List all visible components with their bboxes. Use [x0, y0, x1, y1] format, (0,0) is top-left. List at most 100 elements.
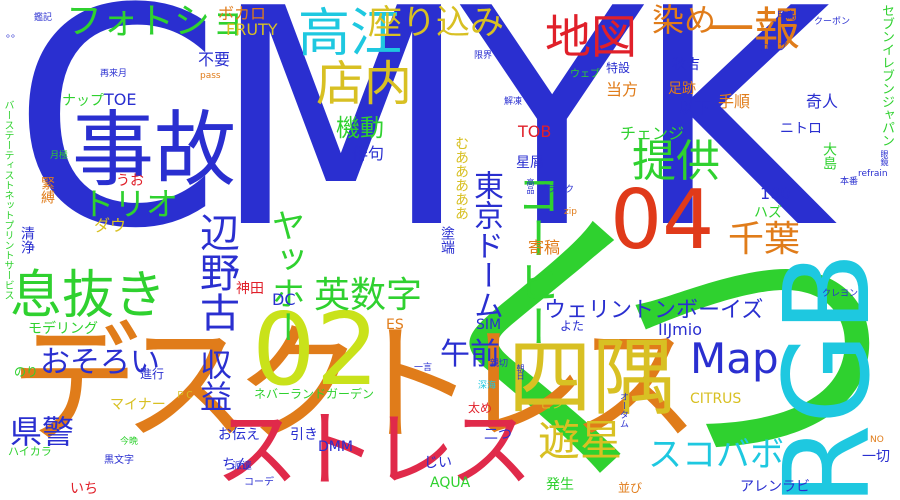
word-neverland: ネバーランドガーデン	[254, 387, 375, 401]
word-kanki: 鑑記	[34, 13, 53, 23]
word-hazu: ハズ	[754, 205, 782, 221]
word-kanraku: 高品	[526, 178, 535, 194]
word-trio: トリオ	[82, 185, 179, 223]
word-toe: TOE	[104, 90, 137, 109]
word-futatsu: 二つ	[484, 427, 512, 443]
word-kaitou: 解凍	[504, 97, 523, 107]
word-sutoresu: ストレス	[215, 401, 533, 499]
word-ichigen: 一言	[414, 363, 433, 373]
word-bin: ビン	[540, 397, 565, 411]
word-tennai: 店内	[316, 56, 413, 112]
word-akiyoshi: 秋吉	[672, 57, 700, 73]
word-tsu: つ	[615, 192, 895, 500]
word-fotosyo: フォトショ	[66, 1, 247, 42]
word-issai: 一切	[862, 449, 890, 465]
word-sukobabo: スコバボ	[648, 435, 784, 475]
word-tegaki: 手順	[718, 92, 751, 111]
word-chiba: 千葉	[728, 219, 801, 260]
word-ichi: いち	[70, 481, 98, 497]
word-saikuru: 再来月	[100, 69, 128, 79]
word-minor: マイナー	[110, 397, 166, 413]
word-wellington: ウェリントンボーイズ	[544, 298, 764, 323]
word-seven: セブンイレブンジャパン	[879, 4, 894, 147]
word-change: チェンジ	[620, 124, 685, 143]
word-kikou: 機動	[336, 114, 384, 142]
word-kuremon: クレヨン	[822, 289, 859, 299]
word-autumn: オータム	[618, 392, 628, 428]
word-kohii: コーヒー	[509, 172, 560, 348]
word-es: ES	[386, 317, 404, 333]
word-hikiage: 引き	[290, 427, 318, 443]
word-eisuuji: 英数字	[314, 275, 423, 316]
word-haken: 派遣	[232, 461, 252, 472]
word-nori: のり	[14, 365, 39, 379]
word-tsukishima: 月島	[776, 11, 796, 22]
word-hoshigeki: 星屑	[516, 155, 544, 171]
word-citrus: CITRUS	[690, 391, 742, 407]
word-coupon: クーポン	[814, 17, 851, 27]
word-hassei: 発生	[546, 477, 574, 493]
word-takae: 高江	[298, 4, 403, 64]
word-dmm: DMM	[318, 439, 353, 455]
word-toho: 当方	[606, 80, 639, 99]
word-yakkoho: ヤッホー	[265, 208, 305, 344]
word-koma: こま	[836, 345, 855, 355]
word-kenkei: 県警	[10, 413, 75, 451]
word-iijmio: IIJmio	[658, 320, 702, 339]
word-black: ブラック	[538, 185, 575, 195]
word-shinkyu: 親切	[490, 359, 509, 369]
word-ikinuki: 息抜き	[10, 266, 167, 326]
word-kikou2: 緊縛	[39, 176, 55, 204]
word-gekkan: 月極	[50, 151, 69, 161]
word-pass: pass	[200, 71, 221, 81]
word-ototo: むあああああ	[453, 136, 469, 220]
word-shinkou: 進行	[140, 367, 165, 381]
word-dots: 。。	[6, 29, 21, 40]
word-desukuresu: デスクトレス	[10, 309, 700, 461]
word-04: 04	[610, 173, 715, 268]
word-ikan: 今晩	[120, 437, 139, 447]
word-suwarikomi: 座り込み	[368, 3, 504, 43]
word-kijin: 奇人	[806, 92, 839, 111]
word-ippo: 一報	[708, 2, 800, 56]
word-ikaka: 以下	[678, 98, 711, 117]
word-sim: SIM	[476, 317, 502, 333]
word-sumi: 四隅	[508, 329, 677, 427]
word-n180: 180	[760, 184, 791, 203]
word-someme: 染め	[652, 1, 717, 39]
word-code: コーデ	[244, 477, 274, 488]
word-uo: うお	[116, 173, 144, 189]
word-cup: カップ	[760, 43, 788, 53]
word-aqua: AQUA	[430, 475, 471, 491]
word-nitoro: ニトロ	[780, 121, 822, 137]
word-tojo: 塗端	[439, 226, 455, 254]
word-chin: ちん	[222, 457, 250, 473]
word-boku: ボカロ	[218, 4, 267, 23]
word-tokyodome: 東京ドーム	[468, 170, 503, 320]
word-dau: ダウ	[94, 216, 127, 235]
word-haikara: ハイカラ	[8, 445, 52, 458]
word-nap: ナップ	[62, 93, 104, 109]
word-memo: 眼鏡	[880, 150, 889, 166]
word-osoroi: おそろい	[40, 345, 160, 380]
word-dc: DC	[272, 290, 296, 309]
word-fukami: 深海	[478, 381, 497, 391]
word-kiko: 寄稿	[528, 238, 561, 257]
word-zip: zip	[564, 207, 577, 217]
word-honban: 本番	[840, 177, 859, 187]
word-haiku: 俳句	[352, 144, 385, 163]
word-teikyo: 提供	[632, 136, 720, 187]
word-fuyou: 不要	[198, 50, 231, 69]
word-tsutae: お伝え	[218, 427, 260, 443]
word-gozen: 午前	[440, 337, 500, 372]
word-arenrabi: アレンラビ	[740, 479, 810, 495]
word-chizu: 地図	[545, 10, 637, 64]
word-02: 02	[252, 291, 380, 408]
word-futome: 太め	[468, 401, 493, 415]
word-narabi: 並び	[618, 481, 643, 495]
word-yote: よた	[560, 319, 585, 333]
word-kanda: 神田	[236, 281, 264, 297]
word-pc: ＰＣ	[176, 391, 195, 401]
word-kurobunji: 黒文字	[104, 455, 134, 466]
